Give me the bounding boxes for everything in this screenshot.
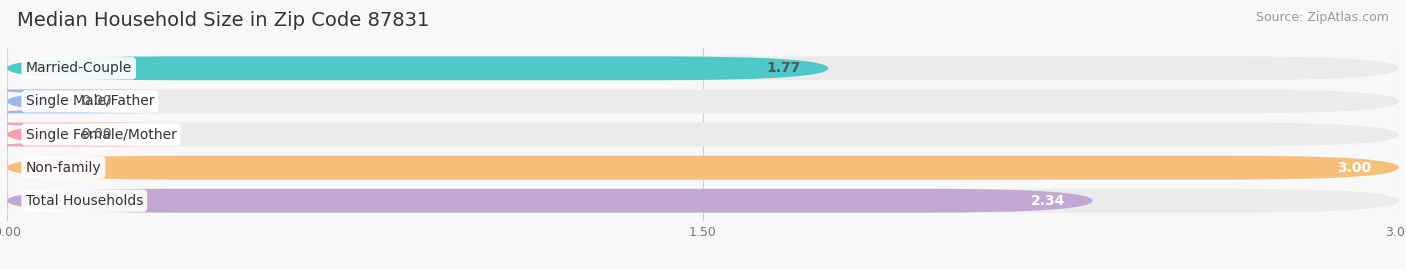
- FancyBboxPatch shape: [7, 90, 1399, 113]
- Text: Single Male/Father: Single Male/Father: [25, 94, 155, 108]
- Text: Single Female/Mother: Single Female/Mother: [25, 128, 177, 141]
- FancyBboxPatch shape: [7, 189, 1399, 213]
- Text: 0.00: 0.00: [82, 128, 112, 141]
- FancyBboxPatch shape: [7, 156, 1399, 179]
- FancyBboxPatch shape: [7, 123, 1399, 146]
- FancyBboxPatch shape: [7, 189, 1092, 213]
- Text: Median Household Size in Zip Code 87831: Median Household Size in Zip Code 87831: [17, 11, 429, 30]
- Text: Married-Couple: Married-Couple: [25, 61, 132, 75]
- Text: 0.00: 0.00: [82, 94, 112, 108]
- Text: 3.00: 3.00: [1337, 161, 1371, 175]
- Text: Non-family: Non-family: [25, 161, 101, 175]
- FancyBboxPatch shape: [7, 56, 828, 80]
- Text: 1.77: 1.77: [766, 61, 800, 75]
- FancyBboxPatch shape: [0, 90, 174, 113]
- Text: 2.34: 2.34: [1031, 194, 1064, 208]
- FancyBboxPatch shape: [0, 123, 174, 146]
- Text: Source: ZipAtlas.com: Source: ZipAtlas.com: [1256, 11, 1389, 24]
- Text: Total Households: Total Households: [25, 194, 143, 208]
- FancyBboxPatch shape: [7, 56, 1399, 80]
- FancyBboxPatch shape: [7, 156, 1399, 179]
